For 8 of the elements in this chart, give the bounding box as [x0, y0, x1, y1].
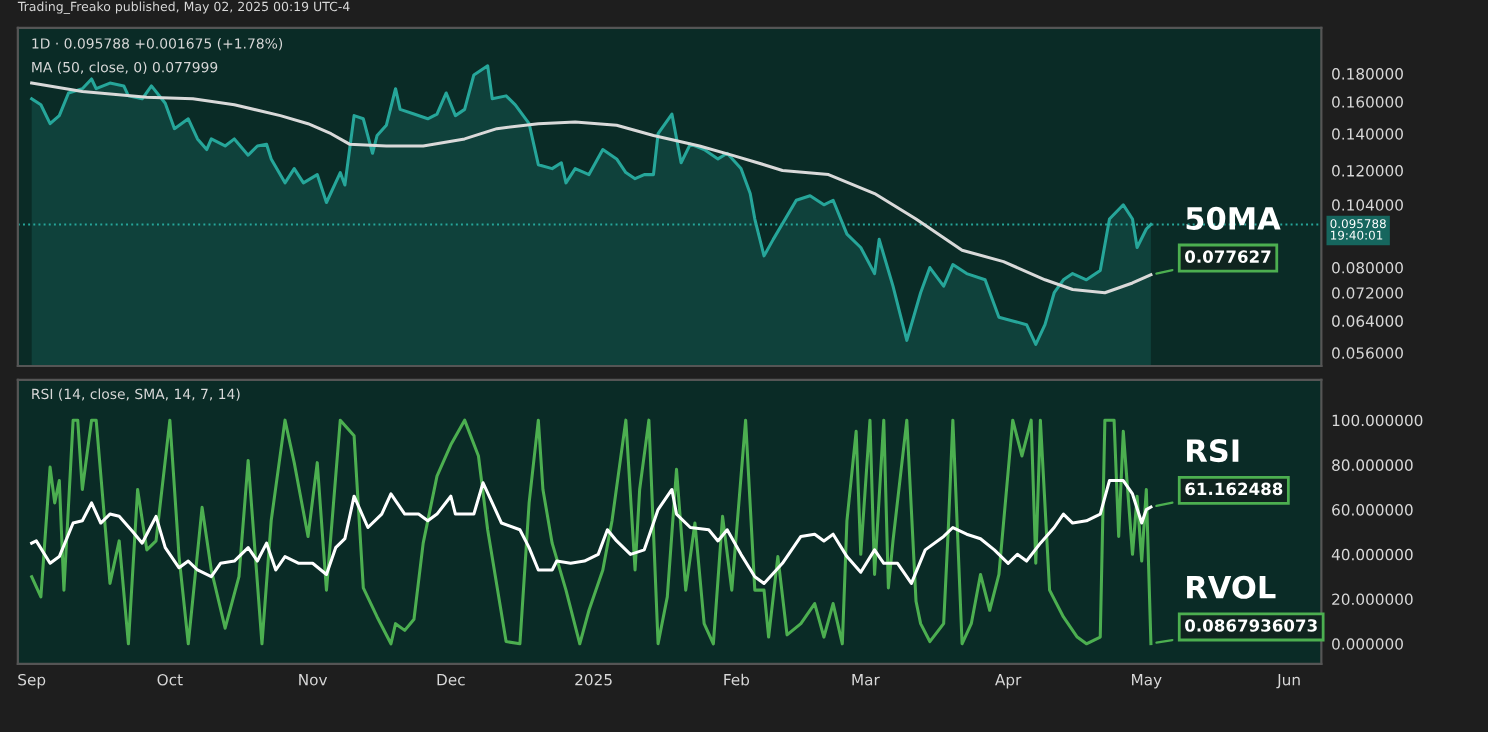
annotation: 0.0867936073 — [1185, 619, 1317, 632]
line-series — [30, 81, 1153, 295]
annotation: 0.077627 — [1185, 250, 1271, 263]
series-label: RSI — [1187, 439, 1239, 463]
annotation: 61.162488 — [1185, 482, 1283, 496]
series-label: 50MA — [1186, 206, 1281, 230]
line-series — [30, 479, 1153, 585]
series-label: RVOL — [1187, 575, 1276, 599]
